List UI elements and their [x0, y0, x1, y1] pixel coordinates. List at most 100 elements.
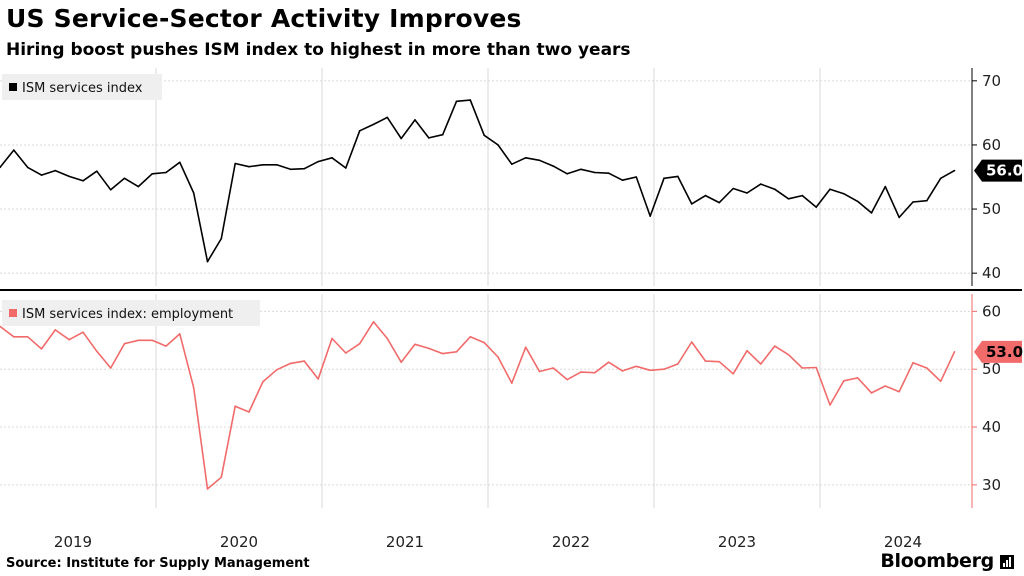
data-point	[96, 170, 98, 172]
legend-box	[2, 74, 162, 100]
data-point	[912, 362, 914, 364]
data-point	[621, 370, 624, 372]
x-tick-label: 2021	[386, 533, 424, 551]
last-value-tag	[974, 340, 1022, 363]
data-point	[594, 171, 596, 174]
data-point	[815, 206, 817, 208]
bloomberg-logo: Bloomberg	[880, 550, 994, 572]
data-point	[289, 168, 292, 171]
data-point	[317, 378, 320, 380]
x-tick-label: 2020	[220, 533, 258, 551]
data-point	[732, 373, 734, 375]
data-point	[68, 175, 70, 178]
data-point	[801, 367, 804, 369]
data-point	[787, 198, 790, 200]
data-point	[400, 137, 403, 140]
data-point	[151, 339, 153, 342]
data-point	[870, 212, 873, 214]
y-tick-label: 70	[982, 72, 1001, 90]
data-point	[26, 166, 29, 169]
data-point	[248, 165, 250, 168]
legend-label: ISM services index	[22, 81, 143, 96]
data-point	[289, 362, 292, 365]
data-point	[234, 405, 236, 408]
data-point	[829, 404, 831, 406]
last-value-label: 56.0	[986, 162, 1023, 180]
data-point	[483, 341, 486, 344]
data-point	[469, 99, 472, 101]
legend-label: ISM services index: employment	[22, 307, 233, 322]
data-point	[40, 348, 43, 350]
legend-swatch	[9, 309, 17, 317]
data-point	[40, 174, 43, 176]
data-point	[926, 367, 928, 369]
data-point	[829, 188, 831, 190]
data-point	[345, 352, 347, 354]
data-point	[455, 351, 458, 353]
data-point	[372, 123, 375, 126]
data-point	[109, 189, 112, 191]
bar-chart-icon	[1000, 555, 1014, 569]
data-point	[690, 341, 693, 343]
data-point	[801, 194, 804, 197]
y-tick-label: 50	[982, 200, 1001, 218]
data-point	[649, 215, 651, 217]
data-point	[566, 378, 568, 381]
data-point	[663, 368, 665, 371]
data-point	[511, 382, 513, 384]
data-point	[331, 157, 333, 159]
source-note: Source: Institute for Supply Management	[6, 556, 310, 571]
data-point	[206, 488, 209, 490]
data-point	[898, 216, 900, 219]
last-value-tag	[974, 159, 1022, 182]
data-point	[953, 351, 956, 353]
y-tick-label: 40	[982, 264, 1001, 282]
data-point	[511, 163, 513, 165]
data-point	[704, 360, 707, 362]
data-point	[552, 165, 555, 167]
data-point	[179, 161, 181, 164]
legend-box	[2, 300, 260, 326]
data-point	[455, 100, 458, 103]
data-point	[939, 177, 942, 180]
data-point	[843, 380, 845, 382]
data-point	[151, 173, 153, 175]
data-point	[635, 365, 638, 368]
data-point	[331, 337, 333, 340]
data-point	[594, 371, 596, 374]
data-point	[13, 149, 15, 151]
bottom-panel: 30 40 50 60 ISM services index: employment 53…	[0, 294, 1023, 508]
data-point	[123, 177, 126, 180]
data-point	[0, 166, 1, 169]
data-point	[663, 177, 665, 180]
x-tick-label: 2022	[552, 533, 590, 551]
data-point	[746, 349, 748, 352]
data-point	[690, 203, 693, 205]
data-point	[0, 325, 1, 328]
data-point	[386, 337, 389, 340]
x-tick-label: 2023	[718, 533, 756, 551]
data-point	[372, 321, 375, 323]
data-point	[262, 164, 264, 166]
data-point	[345, 167, 347, 169]
data-point	[96, 350, 98, 353]
data-point	[732, 187, 734, 190]
data-point	[82, 180, 84, 182]
data-point	[773, 345, 776, 347]
y-tick-label: 60	[982, 302, 1001, 320]
data-point	[718, 360, 721, 363]
data-point	[926, 199, 928, 202]
data-point	[192, 386, 195, 389]
data-point	[746, 192, 748, 194]
data-point	[635, 176, 638, 178]
data-point	[497, 356, 499, 358]
data-point	[165, 171, 167, 174]
data-point	[497, 144, 499, 146]
data-point	[677, 175, 679, 178]
data-point	[912, 201, 914, 203]
data-point	[884, 385, 887, 387]
data-point	[414, 343, 416, 346]
data-point	[54, 169, 57, 172]
data-point	[787, 353, 790, 356]
